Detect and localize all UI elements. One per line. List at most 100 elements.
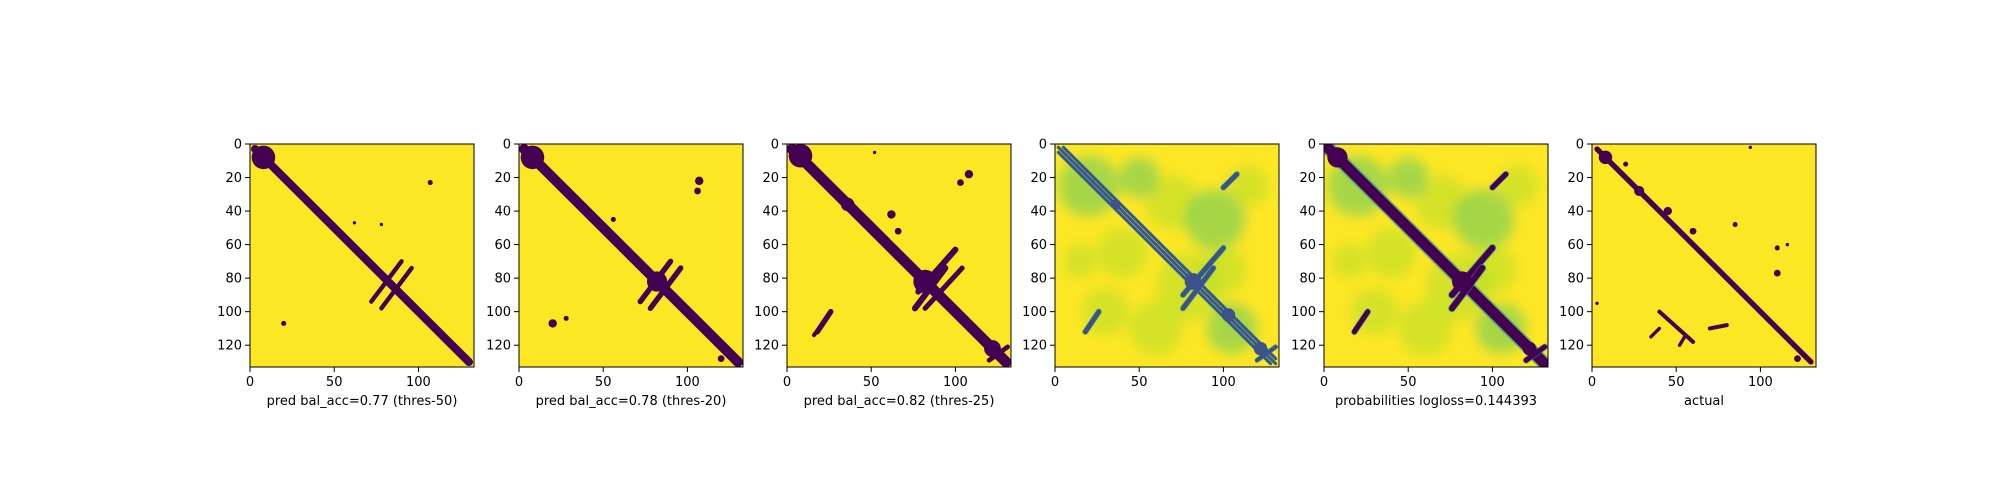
contact-band	[787, 144, 1011, 367]
probability-blob	[1453, 189, 1515, 250]
contact-blob	[694, 187, 701, 195]
heatmap-marks-1	[251, 144, 473, 367]
contact-blob	[1452, 271, 1473, 292]
panel-6: 0 50 100 0 20 40 60 80 100 120 actual	[1559, 138, 1817, 409]
y-tick-label: 40	[762, 205, 779, 220]
y-tick-label: 0	[1576, 138, 1584, 153]
x-ticks-1: 0 50 100	[246, 367, 431, 390]
contact-blob	[1689, 227, 1697, 235]
contact-band	[1657, 309, 1696, 344]
contact-blob	[1773, 269, 1781, 277]
y-tick-label: 80	[1567, 272, 1584, 287]
y-tick-label: 40	[1567, 205, 1584, 220]
y-tick-label: 40	[1299, 205, 1316, 220]
contact-blob	[352, 221, 357, 225]
probability-blob	[1366, 227, 1417, 279]
contact-band	[1677, 335, 1687, 347]
contact-blob	[1253, 341, 1268, 356]
contact-blob	[840, 197, 855, 212]
x-tick-label: 100	[1211, 375, 1236, 390]
contact-blob	[610, 216, 616, 222]
contact-blob	[1184, 273, 1202, 290]
contact-blob	[1663, 206, 1672, 216]
contact-band	[1489, 171, 1509, 191]
y-ticks-5: 0 20 40 60 80 100 120	[1291, 138, 1324, 354]
y-tick-label: 100	[1291, 305, 1316, 320]
y-ticks-4: 0 20 40 60 80 100 120	[1022, 138, 1055, 354]
contact-blob	[894, 227, 902, 235]
heatmap-marks-6	[1594, 145, 1814, 365]
heatmap-marks-3	[787, 144, 1011, 367]
contact-band	[1082, 309, 1102, 335]
x-ticks-5: 0 50 100	[1320, 367, 1505, 390]
contact-blob	[1623, 161, 1629, 167]
contact-blob	[563, 315, 569, 321]
y-tick-label: 120	[1022, 339, 1047, 354]
x-tick-label: 50	[1668, 375, 1685, 390]
contact-blob	[1221, 308, 1236, 322]
x-tick-label: 100	[943, 375, 968, 390]
plot-frame-5	[1323, 143, 1549, 368]
contact-band	[1324, 144, 1548, 367]
x-tick-label: 0	[1320, 375, 1328, 390]
y-tick-label: 100	[754, 305, 779, 320]
probability-blob	[1119, 157, 1160, 198]
x-ticks-3: 0 50 100	[783, 367, 968, 390]
y-tick-label: 60	[762, 238, 779, 253]
contact-band	[1062, 146, 1277, 360]
contact-blob	[379, 222, 384, 227]
y-tick-label: 20	[225, 171, 242, 186]
contact-band	[379, 265, 414, 311]
probability-blob	[1097, 227, 1148, 279]
heatmap-marks-2	[519, 144, 743, 367]
y-tick-label: 0	[771, 138, 779, 153]
contact-blob	[1732, 221, 1738, 228]
probability-blob	[1063, 244, 1098, 279]
y-tick-label: 20	[1567, 171, 1584, 186]
x-axis-label-2: pred bal_acc=0.78 (thres-20)	[536, 394, 727, 409]
contact-band	[1255, 344, 1278, 363]
contact-blob	[957, 179, 964, 186]
y-tick-label: 60	[1567, 238, 1584, 253]
contact-band	[922, 265, 965, 311]
y-tick-label: 0	[1039, 138, 1047, 153]
y-tick-label: 60	[225, 238, 242, 253]
x-tick-label: 50	[326, 375, 343, 390]
contact-band	[811, 319, 827, 338]
y-tick-label: 60	[1299, 238, 1316, 253]
contact-blob	[281, 320, 287, 326]
x-tick-label: 50	[595, 375, 612, 390]
probability-blob	[1206, 303, 1258, 354]
y-tick-label: 20	[1030, 171, 1047, 186]
y-ticks-3: 0 20 40 60 80 100 120	[754, 138, 787, 354]
x-ticks-4: 0 50 100	[1051, 367, 1236, 390]
contact-band	[1594, 146, 1814, 365]
heatmap-marks-5	[1324, 144, 1548, 367]
y-tick-label: 80	[225, 272, 242, 287]
x-axis-label-3: pred bal_acc=0.82 (thres-25)	[804, 394, 995, 409]
x-tick-label: 50	[1400, 375, 1417, 390]
contact-band	[1057, 146, 1277, 365]
contact-blob	[1634, 185, 1645, 196]
x-tick-label: 0	[783, 375, 791, 390]
contact-blob	[548, 319, 557, 328]
y-tick-label: 80	[494, 272, 511, 287]
y-tick-label: 100	[486, 305, 511, 320]
y-tick-label: 0	[234, 138, 242, 153]
contact-blob	[1379, 199, 1390, 210]
x-tick-label: 50	[863, 375, 880, 390]
contact-band	[1523, 344, 1548, 363]
y-ticks-1: 0 20 40 60 80 100 120	[217, 138, 250, 354]
contact-band	[1707, 323, 1729, 331]
y-tick-label: 100	[217, 305, 242, 320]
probability-blob	[1388, 157, 1429, 198]
panel-4: 0 50 100 0 20 40 60 80 100 120	[1022, 138, 1280, 390]
contact-band	[1221, 171, 1240, 190]
probability-blob	[1184, 189, 1246, 250]
x-tick-label: 100	[406, 375, 431, 390]
y-tick-label: 40	[494, 205, 511, 220]
contact-blob	[1595, 301, 1599, 305]
x-tick-label: 100	[675, 375, 700, 390]
plot-frame-4	[1054, 143, 1280, 368]
